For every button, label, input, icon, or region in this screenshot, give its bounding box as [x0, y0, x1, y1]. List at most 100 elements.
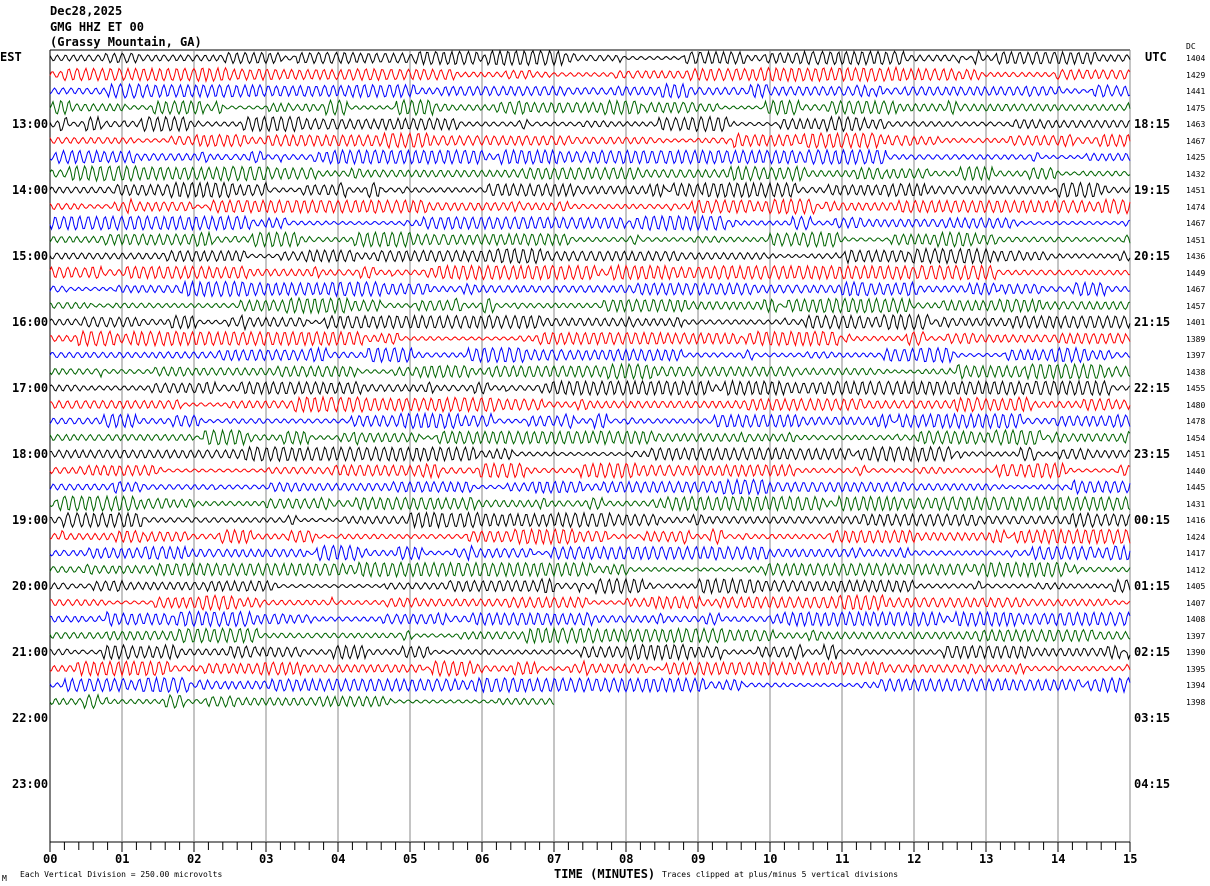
trace-row — [49, 642, 1131, 662]
dc-offset-label: 1395 — [1186, 664, 1206, 674]
x-tick-label: 12 — [907, 852, 922, 866]
trace-row — [49, 296, 1131, 315]
dc-offset-label: 1401 — [1186, 318, 1206, 327]
dc-offset-label: 1412 — [1186, 565, 1206, 575]
dc-offset-label: 1417 — [1186, 549, 1206, 558]
left-timezone: EST — [0, 50, 22, 64]
trace-row — [49, 197, 1131, 216]
trace-row — [49, 626, 1131, 645]
dc-offset-label: 1454 — [1186, 433, 1206, 443]
trace-row — [49, 345, 1131, 364]
trace-row — [49, 543, 1131, 562]
date-label: Dec28,2025 — [50, 4, 123, 18]
utc-hour-label: 03:15 — [1134, 711, 1171, 725]
dc-offset-label: 1467 — [1186, 136, 1206, 146]
dc-offset-label: 1451 — [1186, 235, 1206, 245]
dc-offset-label: 1397 — [1186, 351, 1206, 360]
trace-row — [49, 395, 1131, 414]
est-hour-label: 15:00 — [12, 249, 49, 263]
dc-offset-label: 1467 — [1186, 285, 1206, 294]
trace-row — [49, 181, 1131, 199]
utc-hour-label: 01:15 — [1134, 579, 1171, 593]
utc-hour-label: 00:15 — [1134, 513, 1171, 527]
est-hour-label: 14:00 — [12, 183, 49, 197]
x-tick-label: 09 — [691, 852, 706, 866]
dc-offset-label: 1474 — [1186, 202, 1206, 212]
trace-row — [49, 246, 1131, 266]
trace-row — [49, 362, 1131, 381]
x-tick-label: 08 — [619, 852, 634, 866]
x-tick-label: 15 — [1123, 852, 1138, 866]
trace-row — [49, 560, 1131, 579]
est-hour-label: 13:00 — [12, 117, 49, 131]
trace-row — [49, 428, 1131, 447]
dc-offset-label: 1398 — [1186, 697, 1206, 707]
trace-row — [49, 675, 1131, 694]
trace-row — [49, 49, 1131, 67]
dc-offset-label: 1404 — [1186, 54, 1206, 63]
dc-offset-label: 1389 — [1186, 334, 1206, 344]
trace-row — [49, 230, 1131, 249]
dc-offset-label: 1463 — [1186, 120, 1206, 129]
est-hour-label: 23:00 — [12, 777, 49, 791]
x-tick-label: 13 — [979, 852, 994, 866]
x-tick-label: 07 — [547, 852, 562, 866]
dc-offset-label: 1405 — [1186, 582, 1206, 591]
est-hour-label: 16:00 — [12, 315, 49, 329]
dc-offset-label: 1445 — [1186, 483, 1206, 492]
dc-offset-label: 1436 — [1186, 252, 1206, 261]
dc-offset-label: 1431 — [1186, 499, 1206, 509]
dc-offset-label: 1438 — [1186, 367, 1206, 377]
x-tick-label: 14 — [1051, 852, 1066, 866]
x-tick-label: 04 — [331, 852, 346, 866]
scale-note: Each Vertical Division = 250.00 microvol… — [20, 870, 223, 879]
dc-offset-label: 1449 — [1186, 268, 1206, 278]
trace-row — [49, 114, 1131, 133]
utc-hour-label: 19:15 — [1134, 183, 1171, 197]
trace-row — [49, 445, 1131, 463]
corner-mark: M — [2, 874, 7, 883]
dc-offset-label: 1451 — [1186, 450, 1206, 459]
utc-hour-label: 20:15 — [1134, 249, 1171, 263]
trace-row — [49, 494, 1131, 513]
dc-offset-label: 1480 — [1186, 400, 1206, 410]
trace-row — [49, 214, 1131, 232]
utc-hour-label: 22:15 — [1134, 381, 1171, 395]
trace-row — [49, 131, 1131, 150]
dc-offset-label: 1475 — [1186, 103, 1206, 113]
trace-row — [49, 577, 1131, 596]
dc-header: DC — [1186, 42, 1196, 51]
utc-hour-label: 02:15 — [1134, 645, 1171, 659]
trace-row — [49, 593, 1131, 612]
utc-hour-label: 18:15 — [1134, 117, 1171, 131]
est-hour-label: 21:00 — [12, 645, 49, 659]
trace-row — [49, 411, 1131, 431]
trace-row — [49, 510, 1131, 530]
dc-offset-label: 1408 — [1186, 615, 1206, 624]
dc-offset-label: 1451 — [1186, 186, 1206, 195]
trace-row — [49, 527, 1131, 546]
trace-row — [49, 164, 1131, 183]
trace-row — [49, 609, 1131, 628]
est-hour-label: 18:00 — [12, 447, 49, 461]
trace-row — [49, 693, 555, 710]
dc-offset-label: 1425 — [1186, 153, 1206, 162]
dc-offset-label: 1416 — [1186, 516, 1206, 525]
dc-offset-label: 1424 — [1186, 532, 1206, 542]
trace-row — [49, 378, 1131, 397]
dc-offset-label: 1397 — [1186, 631, 1206, 641]
dc-offset-label: 1455 — [1186, 384, 1206, 393]
trace-row — [49, 477, 1131, 496]
trace-row — [49, 659, 1131, 678]
trace-row — [49, 313, 1131, 332]
location-label: (Grassy Mountain, GA) — [50, 35, 202, 49]
utc-hour-label: 04:15 — [1134, 777, 1171, 791]
utc-hour-label: 23:15 — [1134, 447, 1171, 461]
x-axis-title: TIME (MINUTES) — [554, 867, 656, 881]
trace-row — [49, 461, 1131, 480]
utc-hour-label: 21:15 — [1134, 315, 1171, 329]
dc-offset-label: 1478 — [1186, 417, 1206, 426]
est-hour-label: 20:00 — [12, 579, 49, 593]
